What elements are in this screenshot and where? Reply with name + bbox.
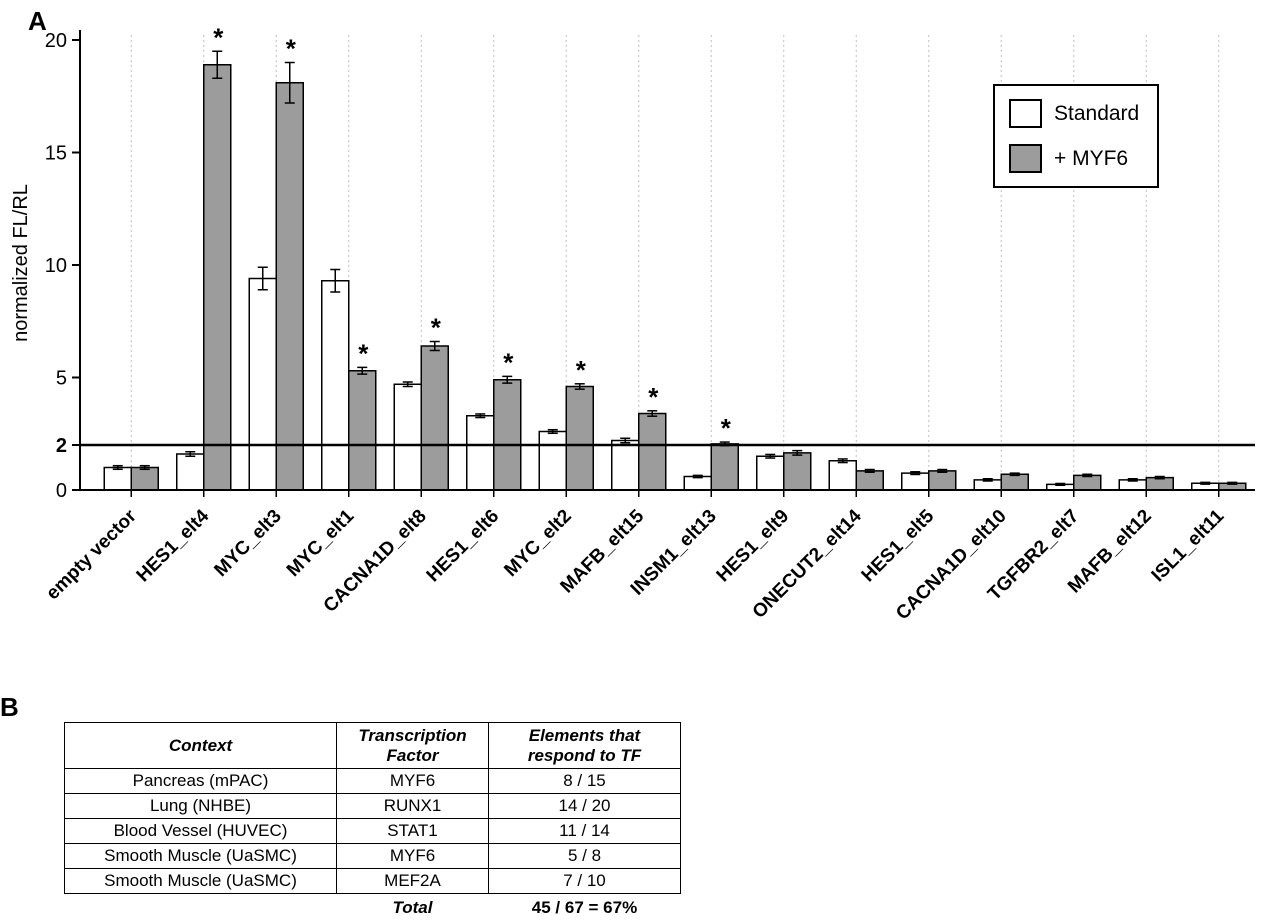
significance-asterisk: *	[431, 313, 442, 343]
y-tick-label: 2	[56, 435, 67, 457]
table-cell: STAT1	[336, 818, 489, 845]
bar-myf6	[348, 370, 377, 491]
bar-myf6	[710, 443, 739, 491]
x-tick-label: HES1_elt4	[133, 505, 214, 586]
bar-standard	[248, 277, 277, 491]
header-elements: Elements that respond to TF	[488, 721, 681, 770]
y-tick-label: 10	[45, 255, 67, 277]
bar-standard	[901, 472, 930, 491]
bar-myf6	[1073, 474, 1102, 491]
bar-myf6	[1000, 473, 1029, 491]
x-tick-label: HES1_elt6	[423, 506, 504, 587]
bar-standard	[103, 466, 132, 491]
legend-label-standard: Standard	[1054, 101, 1140, 125]
bar-standard	[176, 453, 205, 491]
legend-swatch-standard	[1009, 99, 1042, 128]
table-cell: MYF6	[336, 843, 489, 870]
results-table-wrap: Context Transcription Factor Elements th…	[64, 721, 681, 920]
legend-item-myf6: + MYF6	[1009, 144, 1139, 173]
significance-asterisk: *	[576, 355, 587, 385]
table-cell: 11 / 14	[488, 818, 681, 845]
bar-myf6	[130, 466, 159, 491]
table-row: Smooth Muscle (UaSMC) MEF2A 7 / 10	[64, 868, 681, 895]
total-row: Total 45 / 67 = 67%	[65, 894, 681, 920]
table-cell: MYF6	[336, 768, 489, 795]
table-row: Pancreas (mPAC) MYF6 8 / 15	[64, 768, 681, 795]
x-tick-label: ISL1_elt11	[1148, 505, 1229, 586]
bar-standard	[756, 455, 785, 491]
table-cell: 8 / 15	[488, 768, 681, 795]
significance-asterisk: *	[648, 382, 659, 412]
legend-item-standard: Standard	[1009, 99, 1139, 128]
table-cell: 7 / 10	[488, 868, 681, 895]
significance-asterisk: *	[721, 413, 732, 443]
bar-myf6	[783, 452, 812, 491]
bar-myf6	[420, 345, 449, 491]
table-cell: Smooth Muscle (UaSMC)	[64, 843, 337, 870]
legend-label-myf6: + MYF6	[1054, 146, 1129, 170]
table-cell: MEF2A	[336, 868, 489, 895]
bar-standard	[466, 415, 495, 491]
total-label: Total	[392, 898, 433, 918]
x-tick-label: MYC_elt2	[500, 506, 575, 581]
significance-asterisk: *	[286, 34, 297, 64]
bar-standard	[683, 475, 712, 491]
bar-standard	[611, 439, 640, 491]
x-tick-label: MYC_elt1	[283, 505, 359, 581]
legend-swatch-myf6	[1009, 144, 1042, 173]
y-axis-label: normalized FL/RL	[10, 184, 32, 342]
total-value: 45 / 67 = 67%	[531, 898, 638, 918]
bar-standard	[538, 430, 567, 491]
bar-myf6	[638, 412, 667, 491]
y-tick-label: 5	[56, 368, 67, 390]
table-cell: Smooth Muscle (UaSMC)	[64, 868, 337, 895]
header-transcription-factor: Transcription Factor	[336, 721, 489, 770]
significance-asterisk: *	[503, 347, 514, 377]
bar-myf6	[203, 64, 232, 491]
table-cell: Pancreas (mPAC)	[64, 768, 337, 795]
bar-standard	[393, 383, 422, 491]
table-header-row: Context Transcription Factor Elements th…	[64, 721, 681, 770]
y-tick-label: 20	[45, 30, 67, 52]
bar-myf6	[928, 470, 957, 491]
total-spacer	[65, 894, 337, 920]
y-tick-label: 0	[56, 480, 67, 502]
table-row: Lung (NHBE) RUNX1 14 / 20	[64, 793, 681, 820]
bar-myf6	[275, 82, 304, 491]
bar-myf6	[493, 379, 522, 491]
bar-myf6	[855, 470, 884, 491]
results-table-body: Pancreas (mPAC) MYF6 8 / 15 Lung (NHBE) RUNX…	[64, 768, 681, 895]
table-row: Smooth Muscle (UaSMC) MYF6 5 / 8	[64, 843, 681, 870]
results-table: Context Transcription Factor Elements th…	[64, 721, 681, 920]
bar-myf6	[565, 385, 594, 491]
legend: Standard + MYF6	[993, 84, 1160, 188]
table-cell: 14 / 20	[488, 793, 681, 820]
y-tick-label: 15	[45, 143, 67, 165]
table-cell: RUNX1	[336, 793, 489, 820]
significance-asterisk: *	[213, 22, 224, 52]
significance-asterisk: *	[358, 338, 369, 368]
bar-standard	[828, 460, 857, 491]
table-cell: Blood Vessel (HUVEC)	[64, 818, 337, 845]
header-context: Context	[64, 721, 337, 770]
table-cell: 5 / 8	[488, 843, 681, 870]
bar-standard	[321, 280, 350, 491]
x-tick-label: MYC_elt3	[210, 506, 285, 581]
table-row: Blood Vessel (HUVEC) STAT1 11 / 14	[64, 818, 681, 845]
panel-b-label: B	[0, 692, 19, 722]
panel-a-label: A	[28, 6, 47, 36]
table-cell: Lung (NHBE)	[64, 793, 337, 820]
x-tick-label: empty vector	[42, 505, 141, 604]
